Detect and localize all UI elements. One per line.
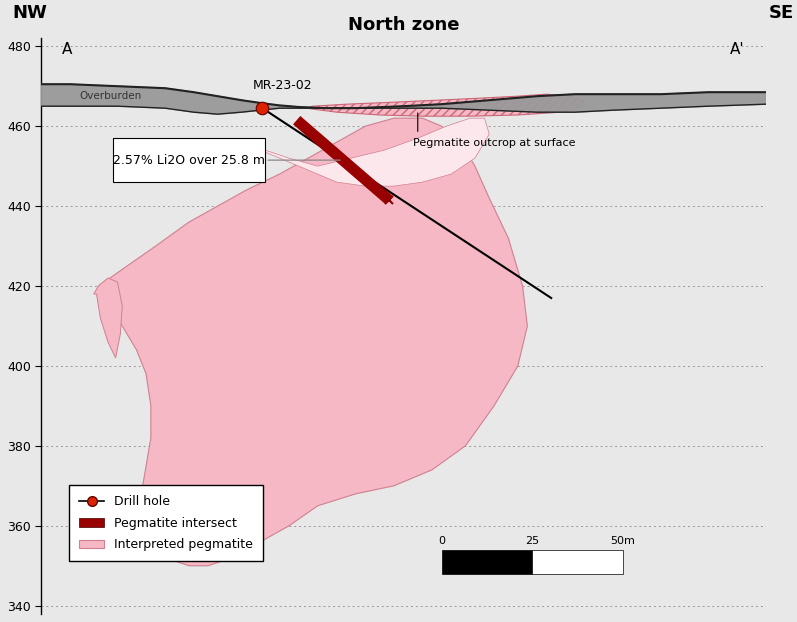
Text: 0: 0 xyxy=(438,536,445,545)
Text: Overburden: Overburden xyxy=(80,91,142,101)
Text: A': A' xyxy=(730,42,744,57)
Text: 25: 25 xyxy=(525,536,540,545)
Polygon shape xyxy=(98,118,528,566)
Text: 50m: 50m xyxy=(611,536,635,545)
Text: 2.57% Li2O over 25.8 m: 2.57% Li2O over 25.8 m xyxy=(113,154,265,167)
Polygon shape xyxy=(251,118,489,186)
Text: SE: SE xyxy=(769,4,795,22)
Text: NW: NW xyxy=(13,4,48,22)
Bar xyxy=(532,550,622,573)
Polygon shape xyxy=(94,278,122,358)
Polygon shape xyxy=(41,84,766,114)
Text: Pegmatite outcrop at surface: Pegmatite outcrop at surface xyxy=(413,138,575,148)
Title: North zone: North zone xyxy=(347,16,459,34)
Text: MR-23-02: MR-23-02 xyxy=(253,79,312,92)
Text: A: A xyxy=(62,42,73,57)
Legend: Drill hole, Pegmatite intersect, Interpreted pegmatite: Drill hole, Pegmatite intersect, Interpr… xyxy=(69,485,263,562)
FancyBboxPatch shape xyxy=(112,138,265,182)
Bar xyxy=(442,550,532,573)
Polygon shape xyxy=(306,94,584,116)
